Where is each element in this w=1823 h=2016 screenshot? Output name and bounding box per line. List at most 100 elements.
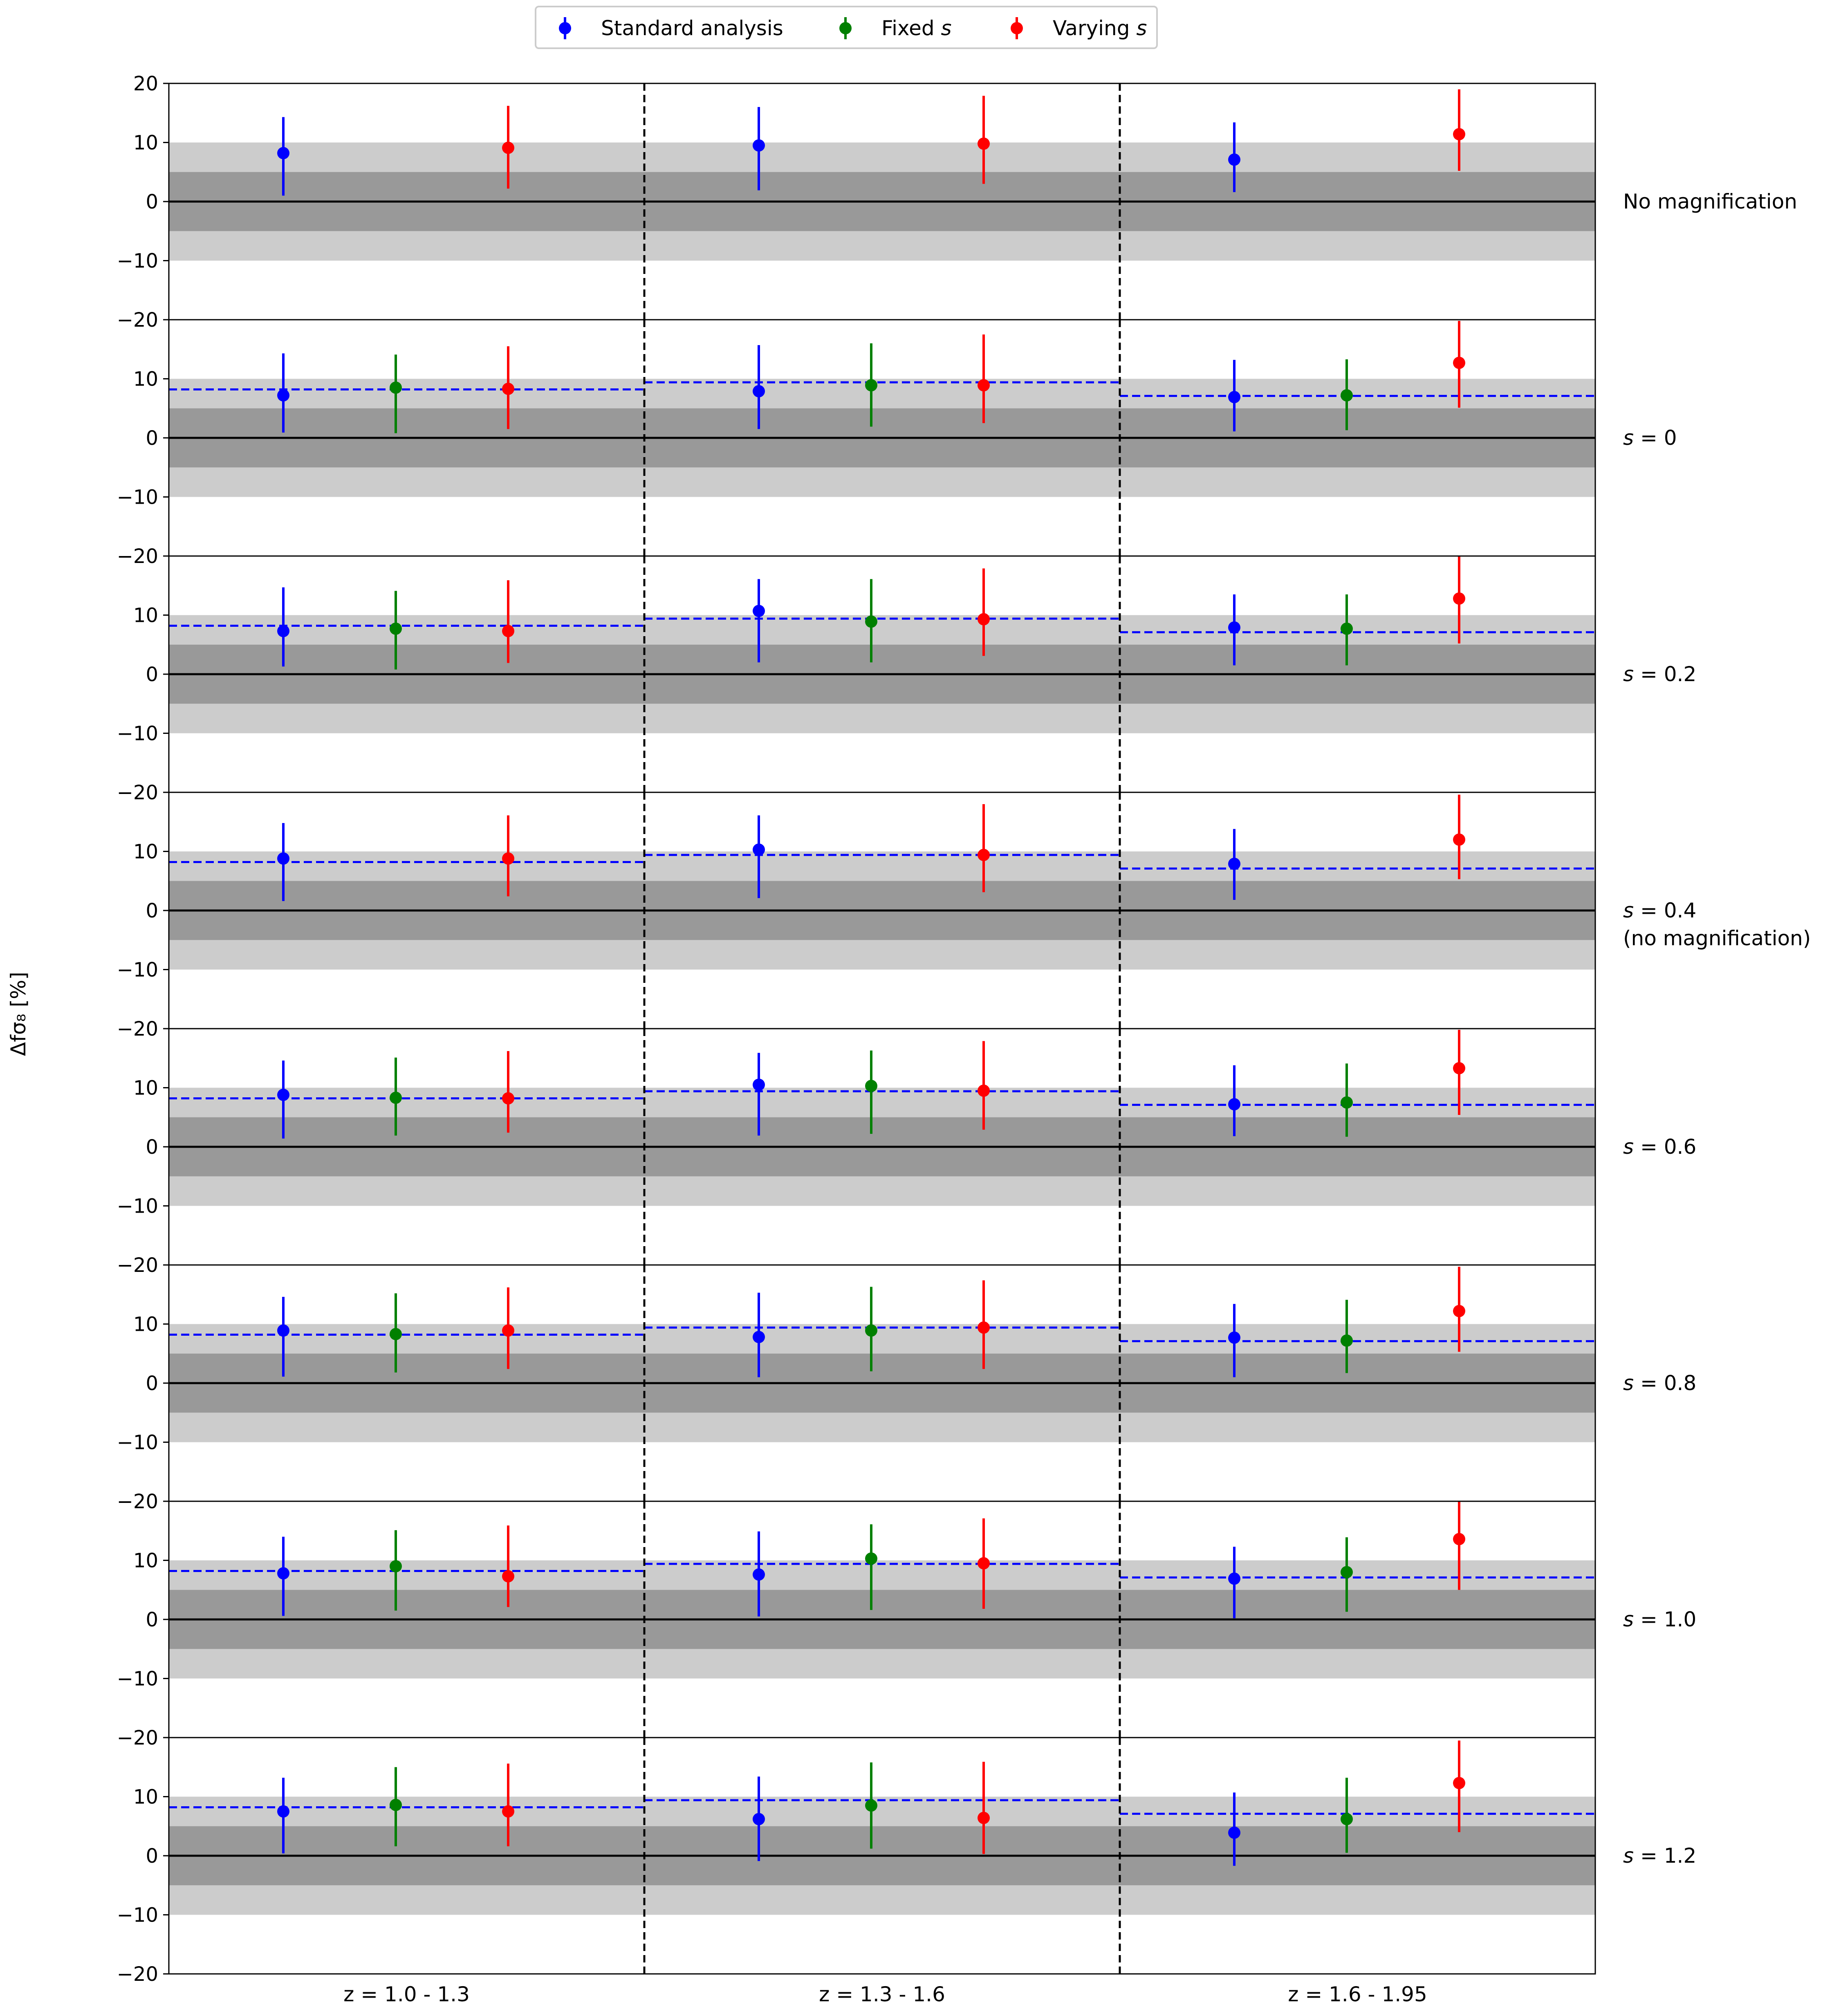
panel: −20 −10 0 10 20 No magnification xyxy=(117,72,1797,332)
panels: −20 −10 0 10 20 No magnification −20 −10 0 10 s = … xyxy=(117,72,1811,1986)
y-tick-label: 10 xyxy=(133,1550,158,1572)
legend: Standard analysis Fixed s Varying s xyxy=(535,6,1158,49)
panel: −20 −10 0 10 s = 0.6 xyxy=(117,1028,1696,1277)
varying-point xyxy=(978,1812,990,1824)
varying-point xyxy=(502,141,514,154)
legend-label: Varying s xyxy=(1053,16,1147,40)
y-tick-label: 10 xyxy=(133,1786,158,1809)
y-tick-label: −20 xyxy=(117,1963,158,1986)
fixed-point xyxy=(390,1798,402,1811)
standard-point xyxy=(753,1568,765,1581)
varying-point xyxy=(1453,357,1465,369)
panel-label: s = 0.6 xyxy=(1623,1135,1696,1159)
panel: −20 −10 0 10 s = 0.2 xyxy=(117,555,1696,804)
standard-point xyxy=(753,1813,765,1825)
fixed-point xyxy=(1341,622,1353,635)
y-tick-label: 0 xyxy=(146,1372,158,1395)
varying-point xyxy=(1453,1062,1465,1074)
fixed-point xyxy=(1341,389,1353,401)
y-tick-label: 10 xyxy=(133,604,158,627)
y-tick-label: −10 xyxy=(117,1195,158,1218)
y-tick-label: −20 xyxy=(117,1018,158,1041)
standard-point xyxy=(753,385,765,397)
x-category-label: z = 1.0 - 1.3 xyxy=(343,1982,470,2006)
varying-point xyxy=(502,625,514,637)
varying-point xyxy=(1453,128,1465,141)
fixed-point xyxy=(865,1324,877,1337)
fixed-point xyxy=(390,622,402,635)
varying-point xyxy=(502,852,514,865)
legend-label: Fixed s xyxy=(881,16,952,40)
y-tick-label: 10 xyxy=(133,1313,158,1336)
standard-point xyxy=(753,139,765,152)
y-tick-label: −10 xyxy=(117,486,158,509)
y-tick-label: −10 xyxy=(117,1904,158,1927)
standard-point xyxy=(277,147,289,159)
fixed-point xyxy=(390,1092,402,1104)
standard-point xyxy=(1228,1572,1240,1585)
standard-point xyxy=(1228,1331,1240,1344)
y-tick-label: −10 xyxy=(117,1431,158,1454)
standard-point xyxy=(277,1567,289,1580)
standard-point xyxy=(1228,153,1240,166)
fixed-point xyxy=(865,1799,877,1812)
standard-point xyxy=(277,1324,289,1337)
y-tick-label: 0 xyxy=(146,663,158,686)
y-tick-label: −20 xyxy=(117,1254,158,1277)
panel: −20 −10 0 10 s = 1.0 xyxy=(117,1500,1696,1749)
varying-point xyxy=(978,613,990,626)
panel-label: s = 0.4 xyxy=(1623,899,1696,922)
y-tick-label: −20 xyxy=(117,781,158,804)
fixed-point xyxy=(390,1560,402,1572)
y-tick-label: −20 xyxy=(117,1727,158,1749)
varying-point xyxy=(502,1570,514,1583)
varying-point xyxy=(978,1084,990,1097)
panel: −20 −10 0 10 s = 0.4 (no magnification) xyxy=(117,792,1811,1041)
panel-label: s = 0.8 xyxy=(1623,1371,1696,1395)
standard-point xyxy=(1228,1826,1240,1839)
y-tick-label: −10 xyxy=(117,722,158,745)
standard-point xyxy=(753,1079,765,1091)
varying-legend-marker xyxy=(1011,22,1023,34)
y-tick-label: 0 xyxy=(146,1136,158,1159)
varying-point xyxy=(978,849,990,861)
varying-point xyxy=(1453,833,1465,846)
panel: −20 −10 0 10 s = 0.8 xyxy=(117,1264,1696,1513)
standard-point xyxy=(753,605,765,617)
varying-point xyxy=(978,379,990,392)
fixed-point xyxy=(1341,1096,1353,1109)
standard-point xyxy=(277,1088,289,1101)
varying-point xyxy=(978,1321,990,1334)
varying-point xyxy=(502,1805,514,1818)
fixed-point xyxy=(865,1552,877,1565)
y-tick-label: −10 xyxy=(117,250,158,273)
standard-point xyxy=(753,1331,765,1343)
y-tick-label: 0 xyxy=(146,427,158,450)
varying-point xyxy=(978,137,990,150)
standard-point xyxy=(277,389,289,401)
varying-point xyxy=(978,1557,990,1570)
panel-label: No magnification xyxy=(1623,190,1797,213)
varying-point xyxy=(1453,1777,1465,1790)
y-tick-label: 10 xyxy=(133,1077,158,1100)
fixed-legend-marker xyxy=(839,22,852,34)
y-tick-label: −20 xyxy=(117,309,158,332)
standard-point xyxy=(753,843,765,856)
varying-point xyxy=(1453,1305,1465,1317)
y-tick-label: 0 xyxy=(146,1845,158,1868)
fixed-point xyxy=(390,381,402,394)
fixed-point xyxy=(1341,1566,1353,1579)
varying-point xyxy=(502,383,514,395)
fixed-point xyxy=(865,1080,877,1092)
panel-label: s = 1.0 xyxy=(1623,1608,1696,1631)
standard-point xyxy=(1228,857,1240,870)
fixed-point xyxy=(390,1328,402,1341)
y-tick-label: −10 xyxy=(117,959,158,982)
panel: −20 −10 0 10 s = 0 xyxy=(117,319,1677,568)
x-axis-categories: z = 1.0 - 1.3 z = 1.3 - 1.6 z = 1.6 - 1.95 xyxy=(343,1982,1427,2006)
standard-point xyxy=(277,625,289,637)
standard-point xyxy=(277,852,289,865)
panel-label: s = 0 xyxy=(1623,426,1677,450)
y-tick-label: 10 xyxy=(133,368,158,391)
